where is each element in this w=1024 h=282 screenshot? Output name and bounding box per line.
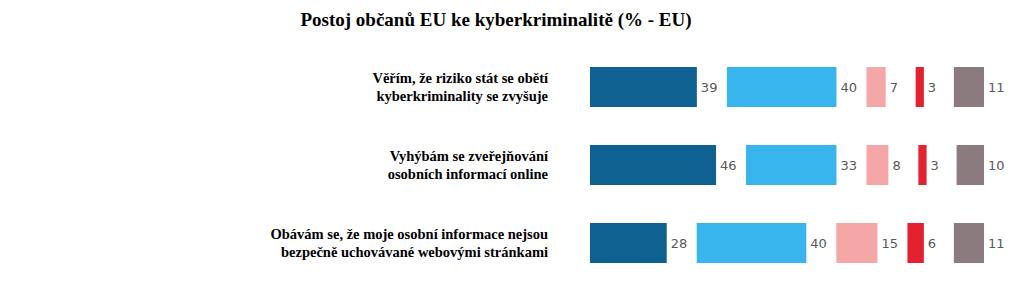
- html-text:Postoj občanů EU ke kyberkrimi: Postoj občanů EU ke kyberkriminalitě (% …: [300, 9, 692, 30]
- svg-text:Věřím, že riziko stát se obětí: Věřím, že riziko stát se obětí: [372, 70, 549, 86]
- svg-text:40: 40: [810, 236, 827, 251]
- svg-text:3: 3: [928, 80, 936, 95]
- svg-text:Obávám se, že moje osobní info: Obávám se, že moje osobní informace nejs…: [271, 226, 548, 242]
- svg-text:15: 15: [881, 236, 898, 251]
- svg-text:10: 10: [988, 158, 1005, 173]
- svg-text:7: 7: [890, 80, 898, 95]
- svg-text:osobních informací online: osobních informací online: [388, 166, 549, 182]
- svg-text:11: 11: [988, 236, 1005, 251]
- svg-text:39: 39: [701, 80, 718, 95]
- svg-text:40: 40: [840, 80, 857, 95]
- svg-text:3: 3: [931, 158, 939, 173]
- svg-text:28: 28: [671, 236, 688, 251]
- svg-text:33: 33: [840, 158, 857, 173]
- svg-text:8: 8: [892, 158, 900, 173]
- svg-text:bezpečně uchovávané webovými s: bezpečně uchovávané webovými stránkami: [281, 244, 548, 260]
- svg-text:6: 6: [928, 236, 936, 251]
- svg-text:kyberkriminality se zvyšuje: kyberkriminality se zvyšuje: [376, 88, 548, 104]
- svg-text:11: 11: [988, 80, 1005, 95]
- svg-text:46: 46: [720, 158, 737, 173]
- svg-text:Vyhýbám se zveřejňování: Vyhýbám se zveřejňování: [390, 148, 549, 164]
